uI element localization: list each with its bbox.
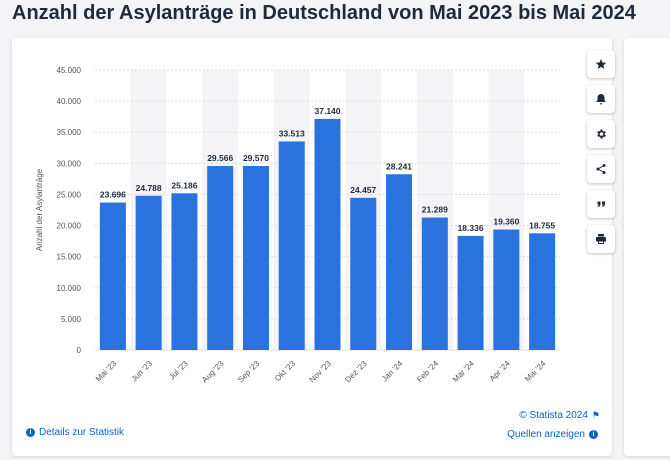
sources-link-label: Quellen anzeigen: [507, 429, 585, 440]
bar-value-label: 29.566: [207, 153, 233, 163]
bar-value-label: 18.755: [529, 220, 555, 230]
cite-button[interactable]: [587, 190, 615, 218]
bar: [207, 166, 234, 350]
bar: [278, 141, 305, 350]
bar: [350, 197, 377, 350]
y-tick-label: 30.000: [57, 159, 82, 168]
y-tick-label: 5.000: [61, 315, 82, 324]
info-icon: i: [589, 430, 598, 439]
page-title: Anzahl der Asylanträge in Deutschland vo…: [12, 2, 636, 24]
y-tick-label: 25.000: [57, 190, 82, 199]
y-axis-label: Anzahl der Asylanträge: [35, 168, 44, 251]
x-tick-label: Okt '23: [273, 359, 297, 383]
bar: [421, 217, 448, 350]
flag-icon: ⚑: [591, 410, 600, 420]
y-tick-label: 20.000: [57, 222, 82, 231]
y-tick-label: 35.000: [57, 128, 82, 137]
x-tick-label: Mär '24: [451, 359, 476, 384]
bar-value-label: 24.788: [136, 183, 162, 193]
print-button[interactable]: [587, 225, 615, 253]
details-link[interactable]: i Details zur Statistik: [26, 427, 124, 438]
x-tick-label: Nov '23: [308, 359, 334, 385]
bar-value-label: 37.140: [315, 106, 341, 116]
bar-value-label: 33.513: [279, 128, 305, 138]
x-tick-label: Apr '24: [488, 359, 513, 384]
bar-value-label: 25.186: [171, 180, 197, 190]
copyright-text: © Statista 2024: [519, 410, 588, 421]
bar-value-label: 29.570: [243, 153, 269, 163]
x-tick-label: Mai '23: [94, 359, 119, 384]
bar: [171, 193, 198, 350]
star-icon: [595, 59, 607, 69]
x-tick-label: Mai '24: [523, 359, 548, 384]
bar: [529, 233, 556, 350]
bar: [386, 174, 413, 350]
bar-value-label: 24.457: [350, 185, 376, 195]
x-tick-label: Feb '24: [415, 359, 440, 384]
y-tick-label: 10.000: [57, 284, 82, 293]
sources-link[interactable]: Quellen anzeigen i: [507, 429, 598, 440]
chart-card: 0 5.000 10.000 15.000 20.000 25.000 30.000 35.0…: [12, 38, 615, 456]
bell-icon: [596, 94, 606, 105]
details-link-label: Details zur Statistik: [39, 427, 125, 438]
bar-value-label: 23.696: [100, 190, 126, 200]
settings-button[interactable]: [587, 120, 615, 148]
x-tick-label: Jan '24: [380, 359, 405, 384]
y-tick-label: 0: [77, 346, 82, 355]
x-tick-label: Sep '23: [236, 359, 262, 385]
bar: [493, 229, 520, 350]
bar: [457, 235, 484, 350]
bar-value-label: 28.241: [386, 161, 412, 171]
y-tick-label: 15.000: [57, 253, 82, 262]
bar-value-label: 21.289: [422, 205, 448, 215]
side-panel: [624, 38, 670, 456]
info-icon: i: [26, 428, 35, 437]
x-tick-label: Dez '23: [343, 359, 369, 385]
gear-icon: [597, 129, 606, 139]
x-tick-label: Aug '23: [200, 359, 226, 385]
bar: [135, 195, 162, 350]
bar-chart: 0 5.000 10.000 15.000 20.000 25.000 30.000 35.0…: [35, 66, 560, 385]
print-icon: [596, 234, 606, 244]
bar: [99, 202, 126, 350]
bar: [242, 166, 269, 350]
quote-icon: [597, 201, 605, 207]
share-button[interactable]: [587, 155, 615, 183]
bar-value-label: 19.360: [493, 217, 519, 227]
share-icon: [596, 164, 606, 174]
y-tick-label: 45.000: [57, 66, 82, 75]
y-tick-label: 40.000: [57, 97, 82, 106]
copyright-link[interactable]: © Statista 2024 ⚑: [519, 410, 600, 421]
x-tick-label: Jul '23: [167, 359, 190, 382]
x-tick-label: Jun '23: [130, 359, 155, 384]
bar: [314, 118, 341, 350]
favorite-button[interactable]: [587, 50, 615, 78]
notification-button[interactable]: [587, 85, 615, 113]
bar-value-label: 18.336: [458, 223, 484, 233]
